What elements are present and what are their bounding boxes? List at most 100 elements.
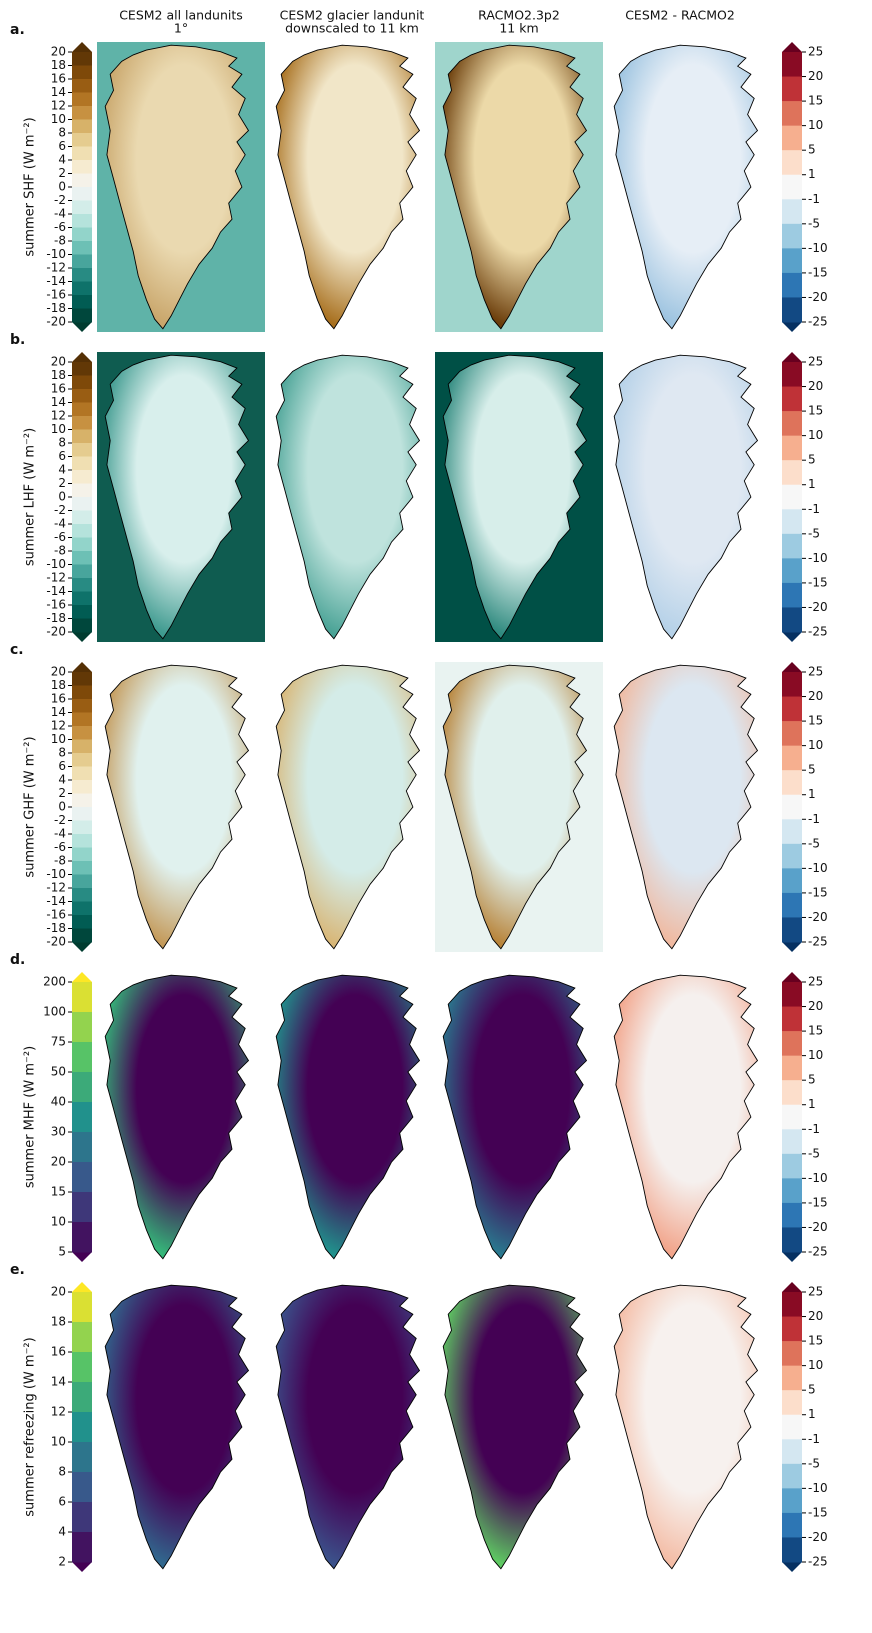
colorbar-tick-label: -16 bbox=[46, 598, 66, 612]
colorbar-tick-label: 2 bbox=[58, 786, 66, 800]
colorbar-segment bbox=[782, 76, 802, 102]
colorbar-tick-label: -10 bbox=[808, 241, 828, 255]
colorbar-tick-label: 10 bbox=[808, 118, 823, 132]
colorbar-tick-label: -18 bbox=[46, 611, 66, 625]
colorbar-segment bbox=[782, 770, 802, 796]
colorbar-tick-label: -15 bbox=[808, 575, 828, 589]
colorbar-tick-label: -16 bbox=[46, 288, 66, 302]
row-label: summer refreezing (W m⁻²) bbox=[23, 1337, 38, 1516]
colorbar-tick-label: 15 bbox=[51, 1185, 66, 1199]
colorbar-tick-label: 8 bbox=[58, 126, 66, 140]
colorbar-tick-label: 10 bbox=[808, 428, 823, 442]
colorbar-segment bbox=[782, 1537, 802, 1563]
colorbar-segment bbox=[782, 1129, 802, 1155]
colorbar-segment bbox=[72, 456, 92, 471]
column-title: CESM2 - RACMO2 bbox=[625, 8, 735, 23]
colorbar-tick-label: -6 bbox=[54, 220, 66, 234]
greenland-map bbox=[104, 664, 250, 950]
colorbar-segment bbox=[782, 1439, 802, 1465]
colorbar-tick-label: 20 bbox=[808, 69, 823, 83]
colorbar-segment bbox=[72, 591, 92, 606]
colorbar-tick-label: -10 bbox=[46, 247, 66, 261]
colorbar-segment bbox=[72, 820, 92, 835]
colorbar-tick-label: -4 bbox=[54, 827, 66, 841]
colorbar-tick-label: -2 bbox=[54, 193, 66, 207]
colorbar-tick-label: 20 bbox=[51, 665, 66, 679]
colorbar-segment bbox=[72, 672, 92, 686]
colorbar-tick-label: 6 bbox=[58, 139, 66, 153]
colorbar-extend bbox=[782, 1282, 802, 1292]
colorbar-tick-label: 20 bbox=[808, 689, 823, 703]
colorbar-tick-label: 10 bbox=[51, 732, 66, 746]
colorbar-segment bbox=[72, 362, 92, 376]
colorbar-segment bbox=[72, 1472, 92, 1503]
colorbar-segment bbox=[72, 79, 92, 93]
colorbar-tick-label: 15 bbox=[808, 94, 823, 108]
colorbar-tick-label: -20 bbox=[808, 1220, 828, 1234]
row-label: summer GHF (W m⁻²) bbox=[23, 736, 38, 877]
colorbar-tick-label: -1 bbox=[808, 812, 820, 826]
colorbar-tick-label: -15 bbox=[808, 265, 828, 279]
colorbar-tick-label: -25 bbox=[808, 625, 828, 639]
colorbar-tick-label: 4 bbox=[58, 773, 66, 787]
colorbar-segment bbox=[72, 578, 92, 592]
colorbar-tick-label: 25 bbox=[808, 45, 823, 59]
colorbar-segment bbox=[72, 510, 92, 525]
colorbar-tick-label: 0 bbox=[58, 490, 66, 504]
colorbar-segment bbox=[72, 780, 92, 794]
greenland-map bbox=[275, 974, 421, 1260]
colorbar-tick-label: 10 bbox=[808, 1358, 823, 1372]
colorbar-tick-label: 30 bbox=[51, 1125, 66, 1139]
colorbar-extend bbox=[72, 662, 92, 672]
colorbar-tick-label: -25 bbox=[808, 1245, 828, 1259]
colorbar-segment bbox=[72, 1322, 92, 1353]
colorbar-tick-label: -5 bbox=[808, 216, 820, 230]
colorbar-segment bbox=[72, 254, 92, 269]
column-title: RACMO2.3p2 bbox=[478, 8, 560, 23]
greenland-map bbox=[613, 664, 759, 950]
colorbar-segment bbox=[72, 1102, 92, 1133]
colorbar-tick-label: 2 bbox=[58, 1555, 66, 1569]
colorbar-extend bbox=[782, 942, 802, 952]
colorbar-segment bbox=[782, 272, 802, 298]
colorbar-segment bbox=[72, 65, 92, 80]
colorbar-segment bbox=[72, 429, 92, 444]
colorbar-segment bbox=[782, 1031, 802, 1057]
panel-letter: a. bbox=[10, 22, 25, 38]
colorbar-tick-label: 10 bbox=[51, 422, 66, 436]
colorbar-tick-label: 8 bbox=[58, 1465, 66, 1479]
colorbar-tick-label: 1 bbox=[808, 167, 816, 181]
colorbar-tick-label: 15 bbox=[808, 714, 823, 728]
greenland-map bbox=[613, 354, 759, 640]
colorbar-segment bbox=[72, 861, 92, 875]
greenland-map bbox=[613, 1284, 759, 1570]
colorbar-tick-label: 6 bbox=[58, 449, 66, 463]
colorbar-segment bbox=[72, 834, 92, 848]
colorbar-tick-label: -8 bbox=[54, 544, 66, 558]
colorbar-segment bbox=[782, 819, 802, 845]
colorbar-segment bbox=[72, 874, 92, 889]
colorbar-segment bbox=[72, 901, 92, 916]
colorbar-segment bbox=[72, 1222, 92, 1253]
colorbar-segment bbox=[72, 726, 92, 740]
colorbar-tick-label: 10 bbox=[51, 1435, 66, 1449]
colorbar-tick-label: 40 bbox=[51, 1095, 66, 1109]
colorbar-tick-label: -10 bbox=[46, 867, 66, 881]
colorbar-tick-label: -15 bbox=[808, 1505, 828, 1519]
colorbar-segment bbox=[72, 375, 92, 390]
colorbar-segment bbox=[72, 483, 92, 498]
colorbar-segment bbox=[72, 807, 92, 821]
colorbar-tick-label: -10 bbox=[808, 1481, 828, 1495]
colorbar-extend bbox=[782, 352, 802, 362]
colorbar-tick-label: 1 bbox=[808, 1097, 816, 1111]
colorbar-tick-label: 18 bbox=[51, 368, 66, 382]
colorbar-segment bbox=[782, 199, 802, 225]
colorbar-extend bbox=[72, 972, 92, 982]
colorbar-tick-label: 2 bbox=[58, 476, 66, 490]
colorbar-segment bbox=[72, 1532, 92, 1563]
colorbar-tick-label: -5 bbox=[808, 1146, 820, 1160]
colorbar-segment bbox=[72, 133, 92, 147]
colorbar-tick-label: 6 bbox=[58, 1495, 66, 1509]
colorbar-tick-label: 5 bbox=[808, 763, 816, 777]
colorbar-segment bbox=[72, 888, 92, 902]
